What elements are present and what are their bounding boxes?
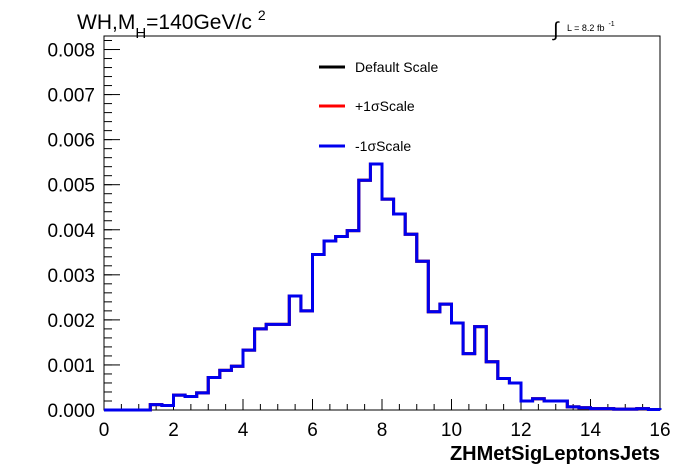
legend: Default Scale +1σScale -1σScale (319, 59, 438, 154)
histogram-series (104, 162, 662, 412)
y-tick-label: 0.005 (47, 176, 95, 197)
x-tick-label: 10 (441, 420, 462, 441)
x-tick-label: 0 (99, 420, 110, 441)
axis-ticks: 0 2 4 6 8 10 12 14 16 0.000 0.001 0.002 0.003 0.004 0.… (47, 40, 671, 441)
y-tick-label: 0.000 (47, 401, 95, 422)
title-main: =140GeV/c (146, 11, 252, 34)
legend-label-2: +1σScale (355, 98, 415, 114)
x-tick-label: 2 (168, 420, 179, 441)
x-tick-label: 16 (649, 420, 670, 441)
title-subscript: H (135, 25, 146, 42)
lumi-label: L = 8.2 fb -1 (567, 21, 615, 33)
legend-label-3: -1σScale (355, 138, 411, 154)
lumi-text: L = 8.2 fb (567, 23, 604, 33)
y-tick-label: 0.001 (47, 356, 95, 377)
title-prefix: WH,M (77, 11, 135, 34)
y-tick-label: 0.008 (47, 41, 95, 62)
legend-label-1: Default Scale (355, 59, 438, 75)
y-tick-label: 0.004 (47, 221, 95, 242)
x-tick-label: 4 (238, 420, 249, 441)
y-tick-label: 0.006 (47, 131, 95, 152)
y-tick-label: 0.007 (47, 86, 95, 107)
x-axis-label: ZHMetSigLeptonsJets (450, 443, 660, 465)
y-tick-label: 0.003 (47, 266, 95, 287)
lumi-integral-symbol: ∫ (552, 19, 560, 41)
series-line-3 (104, 162, 662, 412)
lumi-superscript: -1 (608, 21, 614, 28)
title-superscript: 2 (258, 7, 266, 23)
x-tick-label: 8 (377, 420, 388, 441)
x-tick-label: 12 (510, 420, 531, 441)
x-tick-label: 6 (307, 420, 318, 441)
x-tick-label: 14 (580, 420, 602, 441)
y-tick-label: 0.002 (47, 311, 95, 332)
chart-title: WH,MH=140GeV/c 2 (77, 7, 266, 42)
